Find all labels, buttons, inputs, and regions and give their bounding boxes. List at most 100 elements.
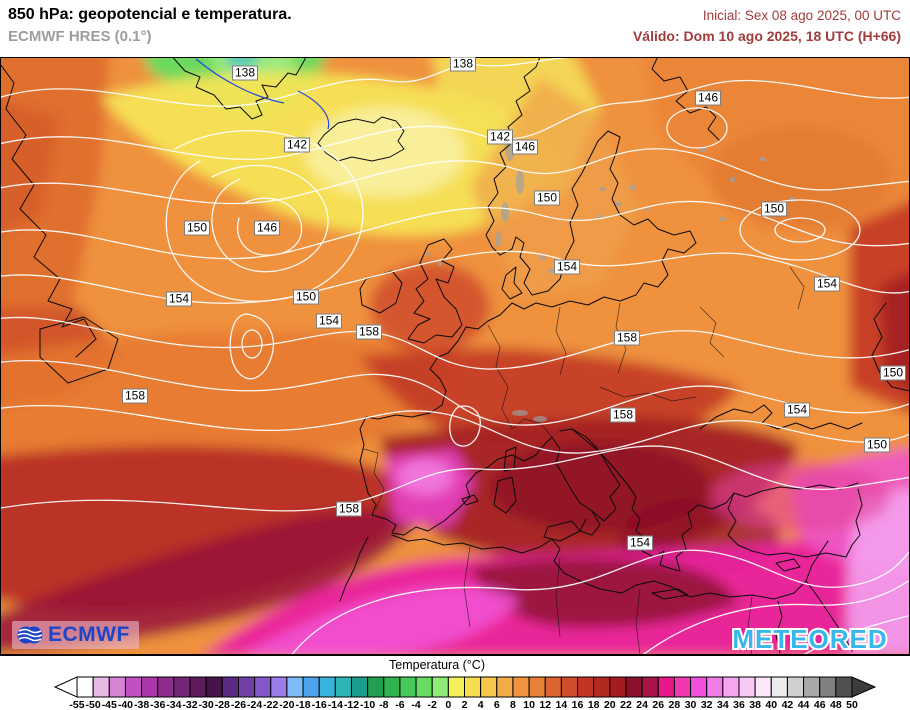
colorbar-arrow (851, 676, 877, 698)
colorbar-cell (560, 676, 579, 698)
contour-label: 150 (863, 437, 891, 453)
colorbar-cell (786, 676, 805, 698)
colorbar-cell (496, 676, 514, 698)
colorbar-tick-label: -38 (134, 699, 149, 710)
colorbar-cell (383, 676, 401, 698)
colorbar-cell (447, 676, 465, 698)
contour-label: 150 (533, 190, 561, 206)
colorbar-cell (528, 676, 546, 698)
colorbar-cell (237, 676, 256, 698)
colorbar-cell (286, 676, 304, 698)
colorbar-cell (76, 676, 94, 698)
page-title: 850 hPa: geopotencial e temperatura. (8, 6, 292, 23)
map-canvas (0, 57, 910, 655)
colorbar-cell (819, 676, 837, 698)
contour-label: 154 (813, 276, 841, 292)
colorbar-cell (415, 676, 433, 698)
header-right: Inicial: Sex 08 ago 2025, 00 UTC Válido:… (633, 8, 901, 44)
colorbar-cell (334, 676, 352, 698)
colorbar-tick-label: 12 (539, 699, 551, 710)
contour-label: 158 (335, 501, 363, 517)
contour-label: 158 (613, 330, 641, 346)
colorbar-cell (221, 676, 239, 698)
colorbar-tick-label: -22 (263, 699, 278, 710)
colorbar-cell (593, 676, 611, 698)
colorbar-cell (302, 676, 320, 698)
contour-label: 154 (165, 291, 193, 307)
colorbar-tick-label: 32 (701, 699, 713, 710)
colorbar-cell (431, 676, 449, 698)
colorbar-cell (92, 676, 110, 698)
contour-label: 146 (253, 220, 281, 236)
contour-label: 150 (760, 201, 788, 217)
header: 850 hPa: geopotencial e temperatura. ECM… (0, 0, 910, 57)
colorbar-tick-label: -2 (428, 699, 437, 710)
ecmwf-icon (17, 626, 43, 644)
colorbar-tick-label: 18 (588, 699, 600, 710)
colorbar-tick-label: 0 (445, 699, 451, 710)
colorbar-cell (690, 676, 708, 698)
colorbar-tick-label: 26 (652, 699, 664, 710)
colorbar-tick-label: -32 (182, 699, 197, 710)
colorbar-cell (512, 676, 530, 698)
colorbar-tick-label: -36 (150, 699, 165, 710)
colorbar-cell (350, 676, 369, 698)
colorbar-footer: Temperatura (°C) -55 -50 -45 -40 -38 -36 -34 -3… (0, 655, 910, 710)
contour-label: 154 (315, 313, 343, 329)
colorbar-cell (544, 676, 562, 698)
colorbar-cell (108, 676, 126, 698)
meteored-logo-text: METEORED (732, 624, 887, 654)
colorbar-cell (464, 676, 482, 698)
colorbar-tick-label: 34 (717, 699, 729, 710)
colorbar-cell (157, 676, 175, 698)
colorbar-tick-label: -24 (247, 699, 262, 710)
colorbar-tick-label: 44 (798, 699, 810, 710)
colorbar-tick-label: -8 (379, 699, 388, 710)
colorbar-tick-label: 6 (494, 699, 500, 710)
colorbar-tick-label: 8 (510, 699, 516, 710)
colorbar-tick-label: 10 (523, 699, 535, 710)
colorbar-tick-label: -40 (118, 699, 133, 710)
colorbar-cell (754, 676, 772, 698)
colorbar-cell (835, 676, 853, 698)
colorbar-arrow (53, 676, 78, 698)
colorbar-cell (205, 676, 223, 698)
init-time-label: Inicial: Sex 08 ago 2025, 00 UTC (702, 8, 901, 23)
contour-label: 146 (511, 139, 539, 155)
colorbar-tick-label: 28 (669, 699, 681, 710)
colorbar-tick-label: -50 (86, 699, 101, 710)
contour-label: 138 (449, 57, 477, 72)
map: ECMWF METEORED 138 138 142 142 146 146 146 150 1… (0, 57, 910, 655)
contour-label: 154 (626, 535, 654, 551)
colorbar-tick-label: -16 (312, 699, 327, 710)
colorbar-cell (738, 676, 756, 698)
colorbar-cell (803, 676, 821, 698)
valid-time-label: Válido: Dom 10 ago 2025, 18 UTC (H+66) (632, 28, 901, 44)
contour-label: 146 (694, 90, 722, 106)
colorbar-tick-label: -26 (231, 699, 246, 710)
colorbar-tick-label: -12 (344, 699, 359, 710)
colorbar-title: Temperatura (°C) (389, 658, 485, 672)
colorbar-tick-label: 4 (478, 699, 484, 710)
colorbar-tick-label: -18 (295, 699, 310, 710)
contour-label: 150 (292, 289, 320, 305)
colorbar-cell (722, 676, 740, 698)
colorbar-tick-label: 14 (556, 699, 568, 710)
colorbar-cell (657, 676, 675, 698)
colorbar-tick-label: -34 (166, 699, 181, 710)
colorbar-cell (318, 676, 336, 698)
temperature-field (0, 57, 910, 655)
contour-label: 158 (609, 407, 637, 423)
colorbar-cell (141, 676, 159, 698)
colorbar-tick-label: 46 (814, 699, 826, 710)
colorbar-cell (124, 676, 143, 698)
colorbar-tick-label: 22 (620, 699, 632, 710)
colorbar-tick-label: -28 (215, 699, 230, 710)
ecmwf-logo: ECMWF (12, 621, 139, 649)
colorbar-cell (577, 676, 595, 698)
colorbar-tick-label: 50 (846, 699, 858, 710)
ecmwf-logo-text: ECMWF (48, 623, 130, 646)
colorbar-tick-label: -10 (360, 699, 375, 710)
colorbar-tick-label: 24 (636, 699, 648, 710)
